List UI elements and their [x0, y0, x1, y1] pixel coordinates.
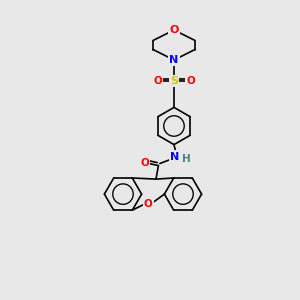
Text: S: S — [170, 76, 178, 86]
Text: O: O — [144, 199, 153, 209]
Text: H: H — [182, 154, 190, 164]
Text: O: O — [186, 76, 195, 86]
Text: N: N — [169, 55, 178, 65]
Text: O: O — [140, 158, 149, 168]
Text: O: O — [153, 76, 162, 86]
Text: O: O — [169, 25, 179, 35]
Text: N: N — [170, 152, 179, 162]
